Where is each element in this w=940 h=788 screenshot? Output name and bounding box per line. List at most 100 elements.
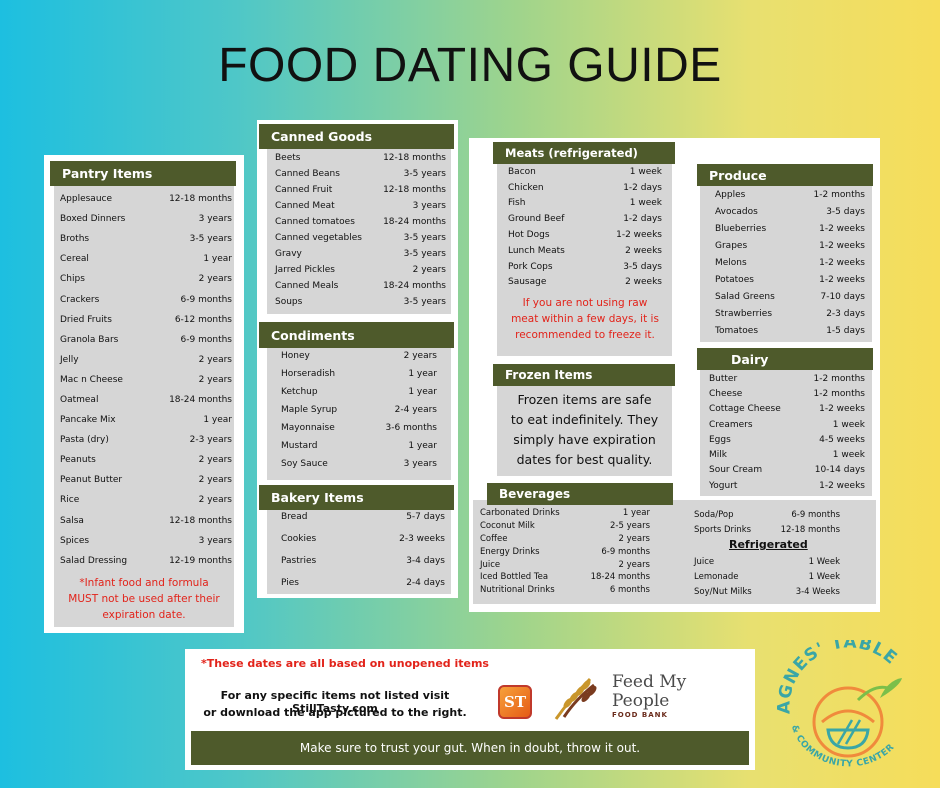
list-item: Ketchup 1 year (281, 383, 437, 401)
list-item: Peanut Butter 2 years (60, 470, 232, 490)
fmp-line2: People (612, 691, 670, 711)
item-duration: 1 year (203, 415, 232, 426)
bakery-header: Bakery Items (259, 485, 454, 510)
item-duration: 2 years (198, 274, 232, 285)
item-duration: 1-2 weeks (819, 223, 865, 234)
item-duration: 5-7 days (406, 512, 445, 522)
agnes-table-logo: AGNES' TABLE & COMMUNITY CENTER (762, 632, 932, 780)
item-name: Chicken (508, 182, 544, 193)
item-duration: 1-5 days (826, 326, 865, 337)
item-duration: 1-2 weeks (616, 230, 662, 241)
meats-note-line2: meat within a few days, it is (511, 313, 659, 325)
item-duration: 1-2 weeks (819, 240, 865, 251)
item-name: Cookies (281, 534, 317, 544)
item-duration: 3-5 years (189, 234, 232, 245)
list-item: Peanuts 2 years (60, 450, 232, 470)
list-item: Sour Cream 10-14 days (709, 463, 865, 478)
middle-card: Canned Goods Beets 12-18 months Canned Bea… (257, 120, 458, 598)
list-item: Crackers 6-9 months (60, 289, 232, 309)
meats-note-line3: recommended to freeze it. (515, 329, 655, 341)
item-duration: 1-2 months (813, 388, 865, 399)
list-item: Jarred Pickles 2 years (275, 262, 446, 278)
item-duration: 2 years (403, 351, 437, 361)
item-name: Coconut Milk (480, 521, 535, 532)
item-duration: 1 year (622, 508, 650, 519)
wheat-icon (554, 677, 597, 720)
item-name: Cheese (709, 388, 743, 399)
item-name: Eggs (709, 434, 731, 445)
item-duration: 18-24 months (169, 394, 232, 405)
item-duration: 3-5 days (826, 206, 865, 217)
list-item: Dried Fruits 6-12 months (60, 310, 232, 330)
list-item: Gravy 3-5 years (275, 246, 446, 262)
list-item: Soy Sauce 3 years (281, 455, 437, 473)
list-item: Cottage Cheese 1-2 weeks (709, 402, 865, 417)
item-name: Jelly (60, 354, 79, 365)
list-item: Juice 1 Week (694, 554, 840, 569)
list-item: Pancake Mix 1 year (60, 410, 232, 430)
list-item: Sausage 2 weeks (508, 275, 662, 291)
item-duration: 3-5 years (403, 297, 446, 307)
produce-header: Produce (697, 164, 873, 186)
item-duration: 1 year (203, 254, 232, 265)
item-duration: 7-10 days (820, 292, 865, 303)
item-duration: 3 years (198, 535, 232, 546)
item-name: Hot Dogs (508, 230, 550, 241)
item-duration: 1 Week (808, 556, 840, 567)
pantry-panel (54, 173, 234, 627)
list-item: Hot Dogs 1-2 weeks (508, 227, 662, 243)
item-name: Coffee (480, 533, 508, 544)
list-item: Boxed Dinners 3 years (60, 209, 232, 229)
list-item: Fish 1 week (508, 196, 662, 212)
list-item: Eggs 4-5 weeks (709, 432, 865, 447)
bakery-list: Bread 5-7 days Cookies 2-3 weeks Pastries 3-4… (281, 506, 445, 594)
item-duration: 1-2 days (623, 214, 662, 225)
item-duration: 12-18 months (383, 153, 446, 163)
item-duration: 3-4 days (406, 556, 445, 566)
item-duration: 2 years (412, 265, 446, 275)
item-duration: 6-9 months (791, 509, 840, 520)
item-name: Pancake Mix (60, 415, 116, 426)
item-name: Canned Meat (275, 201, 335, 211)
item-name: Mac n Cheese (60, 374, 123, 385)
item-duration: 2 years (618, 559, 650, 570)
trust-your-gut-banner: Make sure to trust your gut. When in dou… (191, 731, 749, 765)
item-name: Pork Cops (508, 261, 553, 272)
fmp-wordmark: Feed My People (612, 673, 686, 711)
item-duration: 3-6 months (385, 423, 437, 433)
item-duration: 1-2 weeks (819, 404, 865, 415)
produce-panel (700, 176, 872, 342)
item-duration: 2 years (198, 495, 232, 506)
feed-my-people-logo: Feed My People FOOD BANK (550, 669, 710, 724)
list-item: Granola Bars 6-9 months (60, 330, 232, 350)
item-name: Maple Syrup (281, 405, 338, 415)
item-name: Canned Meals (275, 281, 339, 291)
item-name: Soda/Pop (694, 509, 734, 520)
meats-note-line1: If you are not using raw (522, 297, 648, 309)
list-item: Yogurt 1-2 weeks (709, 478, 865, 493)
item-duration: 3-4 Weeks (795, 586, 840, 597)
item-duration: 1-2 weeks (819, 275, 865, 286)
list-item: Chips 2 years (60, 269, 232, 289)
item-duration: 2 weeks (625, 245, 662, 256)
item-name: Gravy (275, 249, 302, 259)
item-duration: 2 years (198, 354, 232, 365)
list-item: Milk 1 week (709, 447, 865, 462)
list-item: Mac n Cheese 2 years (60, 370, 232, 390)
item-name: Spices (60, 535, 90, 546)
frozen-panel (497, 376, 672, 476)
list-item: Coffee 2 years (480, 533, 650, 546)
meats-panel (497, 154, 672, 356)
item-name: Salad Dressing (60, 555, 128, 566)
item-name: Fish (508, 198, 526, 209)
list-item: Sports Drinks 12-18 months (694, 522, 840, 537)
item-name: Oatmeal (60, 394, 99, 405)
meats-list: Bacon 1 week Chicken 1-2 days Fish 1 week Grou… (508, 164, 662, 290)
item-name: Salad Greens (715, 292, 775, 303)
list-item: Salad Dressing 12-19 months (60, 551, 232, 571)
list-item: Melons 1-2 weeks (715, 254, 865, 271)
list-item: Nutritional Drinks 6 months (480, 584, 650, 597)
list-item: Cookies 2-3 weeks (281, 528, 445, 550)
item-duration: 3-5 years (403, 233, 446, 243)
list-item: Canned Beans 3-5 years (275, 166, 446, 182)
